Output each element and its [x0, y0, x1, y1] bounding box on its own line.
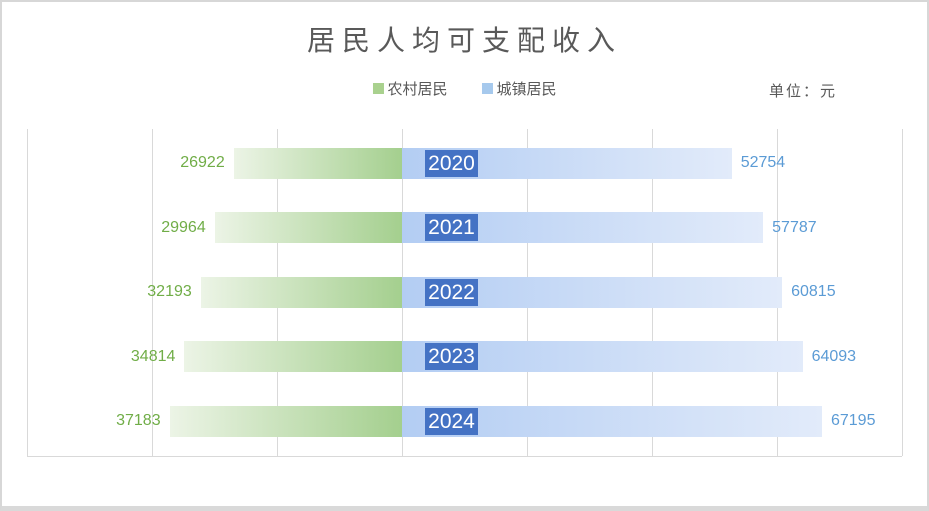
bar-rural	[169, 405, 402, 437]
value-label-urban: 52754	[740, 154, 786, 171]
legend-label-urban: 城镇居民	[496, 81, 557, 98]
axis-baseline	[27, 456, 902, 457]
unit-label: 单位：元	[768, 83, 837, 100]
category-label-box: 2023	[425, 343, 478, 370]
value-label-urban: 67195	[830, 412, 876, 429]
category-label-box: 2021	[425, 214, 478, 241]
category-label-box: 2024	[425, 407, 478, 435]
legend-swatch-rural-icon	[372, 83, 384, 94]
value-label-rural: 37183	[116, 412, 161, 429]
bar-rural	[214, 212, 402, 243]
legend-label-rural: 农村居民	[387, 81, 448, 98]
value-label-rural: 26922	[180, 154, 225, 171]
bar-rural	[200, 276, 402, 308]
bar-rural	[233, 147, 402, 179]
category-label-box: 2020	[425, 149, 478, 177]
value-label-rural: 32193	[147, 283, 192, 300]
value-label-urban: 57787	[772, 218, 817, 236]
legend-item-rural: 农村居民	[372, 78, 448, 99]
legend: 农村居民 城镇居民	[372, 78, 557, 99]
gridline	[152, 129, 153, 456]
gridline	[902, 129, 903, 456]
category-label-box: 2022	[425, 278, 478, 306]
gridline	[27, 129, 28, 456]
chart-title: 居民人均可支配收入	[306, 25, 622, 56]
bar-rural	[184, 341, 402, 372]
legend-item-urban: 城镇居民	[481, 78, 557, 99]
value-label-rural: 29964	[161, 218, 206, 236]
legend-swatch-urban-icon	[481, 83, 493, 94]
value-label-rural: 34814	[130, 347, 176, 365]
value-label-urban: 60815	[791, 283, 836, 300]
value-label-urban: 64093	[811, 347, 857, 365]
